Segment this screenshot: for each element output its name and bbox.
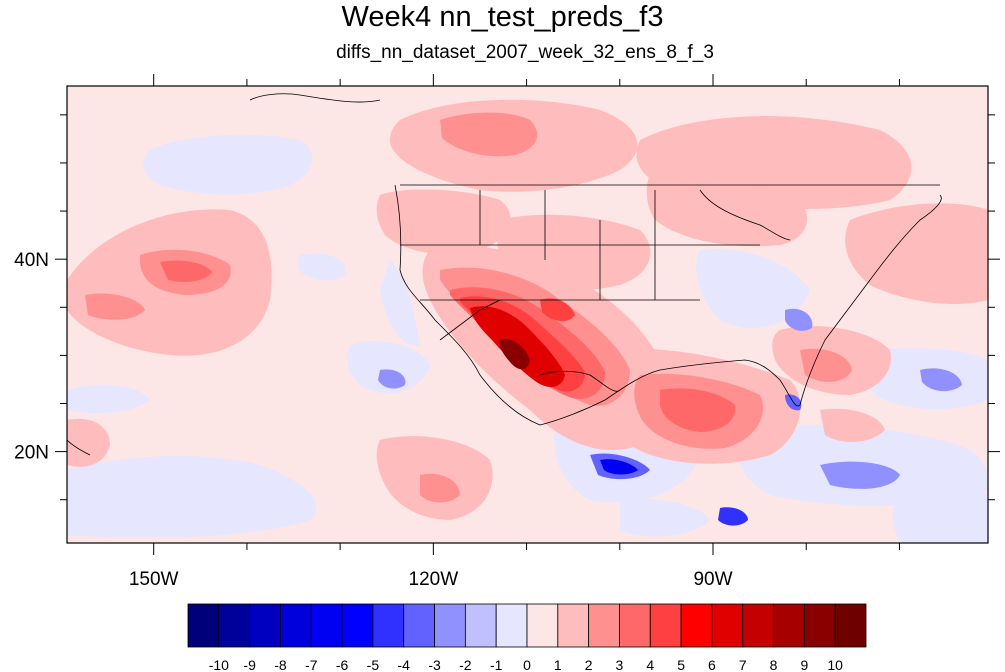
colorbar-swatch — [187, 603, 220, 648]
lon-tick-label: 150W — [129, 569, 179, 590]
colorbar-level-label: -4 — [398, 657, 411, 672]
lon-tick-label: 90W — [693, 569, 732, 590]
colorbar-level-label: 4 — [646, 657, 654, 672]
colorbar-swatch — [249, 603, 281, 648]
colorbar-level-label: 1 — [554, 657, 562, 672]
map-frame — [66, 85, 989, 544]
map-panel — [67, 86, 988, 543]
anomaly-red-8-10 — [499, 339, 530, 370]
colorbar-level-label: 8 — [770, 657, 778, 672]
coastlines-and-borders — [67, 93, 942, 456]
colorbar-swatch — [372, 603, 405, 648]
colorbar-level-label: 9 — [800, 657, 808, 672]
lon-tick-label: 120W — [409, 569, 459, 590]
colorbar-swatch — [773, 603, 805, 648]
colorbar-level-label: -7 — [305, 657, 318, 672]
colorbar-swatch — [680, 603, 713, 648]
colorbar-level-label: 6 — [708, 657, 716, 672]
colorbar-swatch — [495, 603, 528, 648]
colorbar-level-label: -10 — [209, 657, 229, 672]
colorbar-swatch — [218, 603, 251, 648]
colorbar-swatch — [280, 603, 312, 648]
anomaly-blue-deep — [378, 308, 962, 526]
colorbar-swatch — [526, 603, 559, 648]
colorbar-level-label: 5 — [677, 657, 685, 672]
colorbar-level-label: -5 — [367, 657, 380, 672]
colorbar-swatch — [557, 603, 590, 648]
colorbar-swatch — [649, 603, 682, 648]
colorbar-level-label: 10 — [827, 657, 843, 672]
colorbar-swatch — [619, 603, 651, 648]
colorbar-swatch — [803, 603, 836, 648]
lat-tick-label: 20N — [14, 443, 49, 464]
colorbar-level-label: 2 — [585, 657, 593, 672]
colorbar-swatch — [711, 603, 744, 648]
colorbar-level-label: 0 — [523, 657, 531, 672]
colorbar-level-label: -1 — [490, 657, 503, 672]
colorbar-swatch — [588, 603, 620, 648]
figure-subtitle: diffs_nn_dataset_2007_week_32_ens_8_f_3 — [336, 42, 714, 63]
lat-tick-label: 40N — [14, 250, 49, 271]
figure-title: Week4 nn_test_preds_f3 — [341, 1, 664, 33]
map-ticks: 150W 120W 90W 20N 40N — [14, 74, 1000, 590]
colorbar-level-label: -8 — [274, 657, 287, 672]
colorbar-level-label: -2 — [459, 657, 472, 672]
colorbar: -10 -9 -8 -7 -6 -5 -4 -3 -2 -1 0 1 2 3 4 5 6 7 8 9 10 — [187, 603, 867, 672]
colorbar-level-label: 3 — [616, 657, 624, 672]
colorbar-swatch — [742, 603, 774, 648]
colorbar-level-label: -9 — [243, 657, 256, 672]
colorbar-swatch — [834, 603, 867, 648]
colorbar-level-label: -3 — [428, 657, 441, 672]
colorbar-swatch — [341, 603, 374, 648]
colorbar-level-label: -6 — [336, 657, 349, 672]
colorbar-swatch — [464, 603, 497, 648]
colorbar-swatch — [310, 603, 343, 648]
colorbar-level-label: 7 — [739, 657, 747, 672]
colorbar-swatch — [403, 603, 435, 648]
colorbar-swatch — [434, 603, 466, 648]
